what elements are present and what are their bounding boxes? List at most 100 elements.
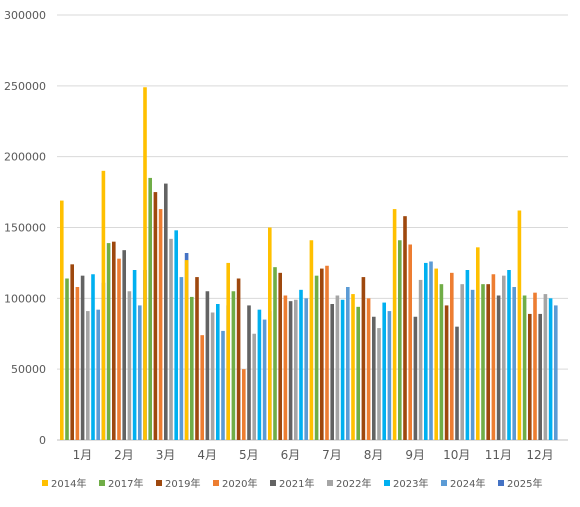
bar-2023年-6月: [299, 289, 303, 440]
bar-2017年-7月: [314, 275, 319, 440]
bar-2019年-5月: [236, 278, 241, 440]
bar-2014年-5月: [226, 262, 230, 440]
legend-item: 2023年: [384, 477, 428, 490]
bar-2020年-9月: [408, 244, 412, 440]
bar-2020年-2月: [117, 258, 121, 440]
y-tick-label: 150000: [4, 222, 46, 235]
bar-2019年-2月: [112, 241, 116, 440]
bar-2019年-3月: [153, 192, 158, 440]
x-tick-label: 12月: [526, 448, 553, 462]
bar-2022年-12月: [543, 294, 548, 440]
bar-2014年-10月: [434, 268, 438, 440]
legend-swatch: [498, 480, 504, 486]
legend-label: 2025年: [507, 477, 542, 490]
bar-2020年-3月: [158, 209, 163, 440]
legend-swatch: [384, 480, 390, 486]
legend-label: 2020年: [222, 477, 257, 490]
legend-swatch: [99, 480, 105, 486]
bar-2017年-2月: [106, 243, 111, 440]
bar-2014年-4月: [184, 260, 189, 440]
bar-2022年-3月: [169, 238, 173, 440]
bar-2021年-12月: [538, 313, 542, 440]
bar-2023年-11月: [507, 270, 511, 440]
bar-2020年-5月: [242, 369, 246, 440]
bar-2014年-6月: [268, 227, 272, 440]
legend-item: 2014年: [42, 477, 86, 490]
bar-2024年-4月: [221, 330, 225, 440]
legend-item: 2021年: [270, 477, 314, 490]
x-tick-label: 11月: [485, 448, 512, 462]
bar-2021年-7月: [330, 304, 334, 440]
bar-2023年-8月: [382, 302, 386, 440]
bar-2020年-8月: [366, 298, 371, 440]
bar-2022年-7月: [335, 295, 340, 440]
x-tick-label: 10月: [443, 448, 470, 462]
bar-2021年-8月: [372, 316, 376, 440]
y-axis-tick-labels: 0 50000 100000 150000 200000 250000 300000: [4, 9, 46, 447]
x-tick-label: 7月: [322, 448, 342, 462]
bar-2017年-8月: [356, 306, 360, 440]
legend-item: 2019年: [156, 477, 200, 490]
bar-2024年-6月: [304, 298, 308, 440]
legend-item: 2017年: [99, 477, 143, 490]
y-tick-label: 0: [39, 434, 46, 447]
bar-2023年-5月: [257, 309, 262, 440]
bar-2014年-9月: [392, 209, 397, 440]
bar-2021年-9月: [413, 316, 418, 440]
x-tick-label: 8月: [364, 448, 384, 462]
bar-2020年-10月: [450, 272, 454, 440]
legend-swatch: [42, 480, 48, 486]
x-tick-label: 2月: [114, 448, 134, 462]
y-tick-label: 300000: [4, 9, 46, 22]
bar-2020年-12月: [533, 292, 537, 440]
legend-label: 2022年: [336, 477, 371, 490]
bar-2014年-11月: [476, 247, 480, 440]
legend-swatch: [270, 480, 276, 486]
bar-2019年-12月: [528, 313, 532, 440]
bar-2024年-2月: [138, 305, 142, 440]
x-tick-label: 3月: [156, 448, 176, 462]
bar-2022年-10月: [460, 284, 464, 440]
y-tick-label: 50000: [11, 363, 46, 376]
bar-2022年-5月: [252, 333, 256, 440]
bar-2024年-10月: [470, 289, 475, 440]
bar-2021年-3月: [164, 183, 168, 441]
bar-2020年-4月: [200, 335, 204, 440]
bar-2024年-1月: [96, 309, 100, 440]
legend-label: 2023年: [393, 477, 428, 490]
bar-2019年-8月: [361, 277, 366, 440]
x-tick-label: 5月: [239, 448, 259, 462]
bar-2024年-8月: [387, 311, 392, 440]
bar-2021年-2月: [122, 250, 126, 440]
x-axis-tick-labels: 1月 2月 3月 4月 5月 6月 7月 8月 9月 10月 11月 12月: [73, 448, 554, 462]
legend-swatch: [327, 480, 333, 486]
bar-2023年-1月: [91, 274, 95, 440]
legend-swatch: [156, 480, 162, 486]
bar-2019年-11月: [486, 284, 490, 440]
y-tick-label: 100000: [4, 292, 46, 305]
bar-2019年-9月: [403, 216, 407, 440]
bar-2019年-10月: [444, 305, 449, 440]
bar-2019年-6月: [278, 272, 282, 440]
bar-2021年-1月: [80, 275, 85, 440]
legend: 2014年 2017年 2019年 2020年 2021年 2022年 2023年 2024年…: [42, 477, 542, 490]
y-tick-label: 250000: [4, 80, 46, 93]
bar-2021年-11月: [496, 295, 501, 440]
y-tick-label: 200000: [4, 151, 46, 164]
bar-2019年-4月: [195, 277, 199, 440]
legend-label: 2017年: [108, 477, 143, 490]
bar-2019年-7月: [320, 268, 324, 440]
bar-2017年-6月: [273, 267, 277, 440]
bar-2022年-9月: [418, 279, 423, 440]
bar-2023年-3月: [174, 230, 178, 440]
bars: [60, 87, 558, 441]
bar-2020年-7月: [325, 265, 329, 440]
legend-item: 2025年: [498, 477, 542, 490]
bar-2014年-8月: [351, 294, 355, 440]
legend-item: 2024年: [441, 477, 485, 490]
bar-2023年-12月: [548, 298, 553, 440]
bar-2017年-9月: [398, 240, 402, 440]
bar-2014年-3月: [143, 87, 147, 440]
